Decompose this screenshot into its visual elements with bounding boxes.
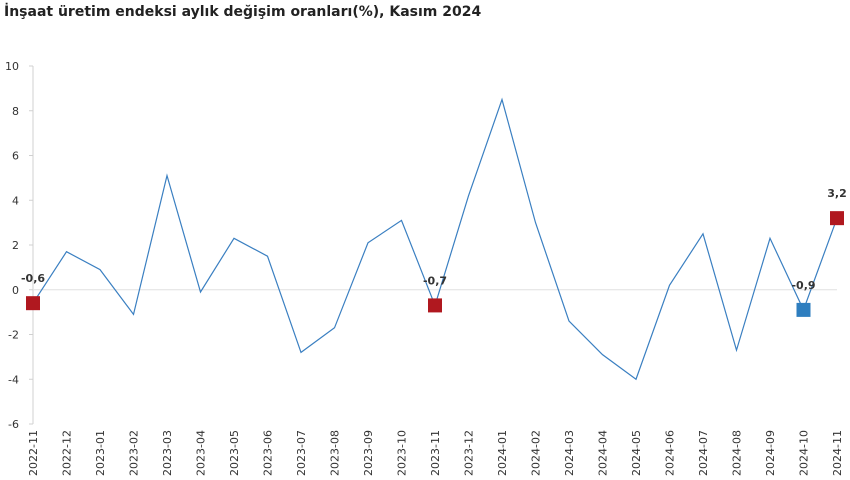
y-tick-label: -6 [8,418,19,431]
x-tick-label: 2024-02 [530,430,543,476]
marker [26,296,40,311]
x-tick-label: 2023-02 [128,430,141,476]
x-tick-label: 2023-04 [195,430,208,476]
x-tick-label: 2024-10 [798,430,811,476]
x-tick-label: 2023-10 [396,430,409,476]
y-tick-label: 10 [5,60,19,73]
x-tick-label: 2024-01 [496,430,509,476]
y-tick-label: 4 [12,194,19,207]
x-tick-label: 2022-12 [61,430,74,476]
marker [796,302,811,317]
marker [830,211,844,226]
x-tick-label: 2024-06 [664,430,677,476]
x-tick-label: 2023-06 [262,430,275,476]
x-tick-label: 2023-03 [161,430,174,476]
x-tick-label: 2024-11 [831,430,844,476]
y-tick-label: 0 [12,284,19,297]
y-tick-label: 8 [12,105,19,118]
x-tick-label: 2023-09 [362,430,375,476]
y-tick-label: -2 [8,329,19,342]
line [32,97,838,381]
data-label: -0,7 [423,274,447,287]
chart-title: İnşaat üretim endeksi aylık değişim oran… [4,3,481,20]
marker [428,298,442,313]
x-tick-label: 2023-05 [228,430,241,476]
x-tick-label: 2022-11 [27,430,40,476]
data-label: -0,9 [791,279,815,292]
y-tick-label: 6 [12,150,19,163]
data-label: 3,2 [827,187,847,200]
x-tick-label: 2024-05 [630,430,643,476]
x-tick-label: 2024-07 [697,430,710,476]
x-tick-label: 2023-08 [329,430,342,476]
x-tick-label: 2024-04 [597,430,610,476]
x-tick-label: 2023-01 [94,430,107,476]
x-tick-label: 2023-07 [295,430,308,476]
y-tick-label: -4 [8,373,19,386]
x-tick-label: 2024-09 [764,430,777,476]
x-tick-label: 2023-12 [463,430,476,476]
y-tick-label: 2 [12,239,19,252]
data-label: -0,6 [21,272,45,285]
x-tick-label: 2024-08 [731,430,744,476]
x-tick-label: 2024-03 [563,430,576,476]
x-tick-label: 2023-11 [429,430,442,476]
